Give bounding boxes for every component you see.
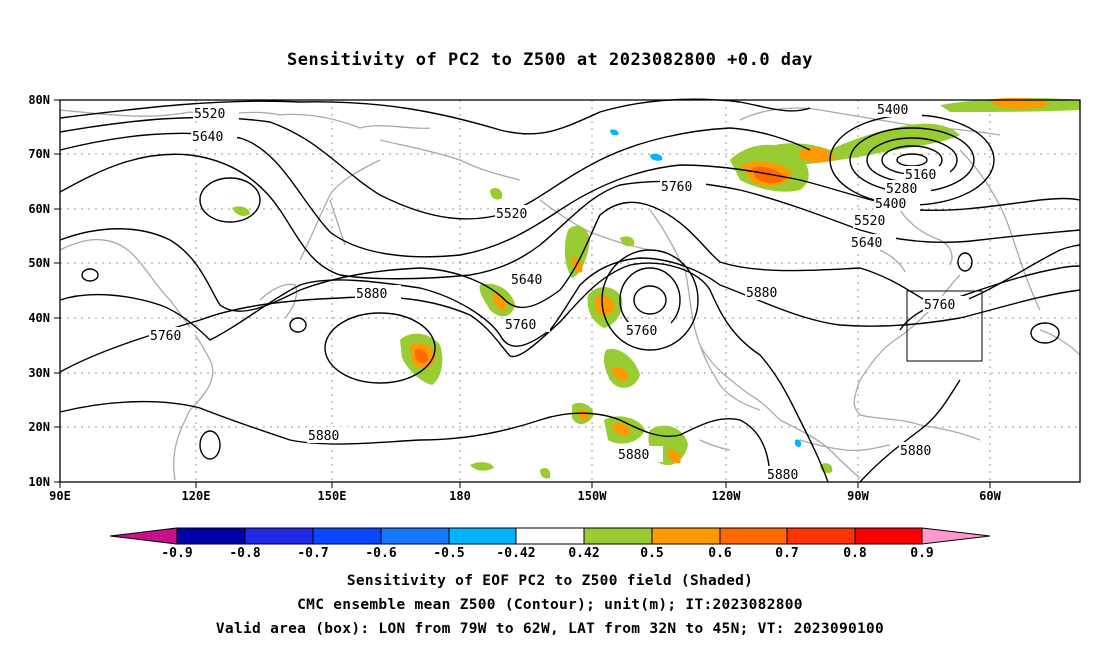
- colorbar-cell: [854, 527, 923, 545]
- colorbar-cell: [380, 527, 450, 545]
- contour-label: 5760: [505, 318, 536, 333]
- contour-label: 5400: [875, 197, 906, 212]
- lon-tick-label: 120W: [712, 489, 742, 503]
- lat-tick-label: 60N: [28, 202, 50, 216]
- lat-tick-label: 20N: [28, 420, 50, 434]
- colorbar-cell: [651, 527, 721, 545]
- contour-label: 5880: [767, 468, 798, 483]
- map-frame: [59, 99, 1081, 483]
- colorbar-label: -0.6: [365, 546, 396, 561]
- lon-tick-label: 180: [449, 489, 471, 503]
- colorbar-label: -0.5: [433, 546, 464, 561]
- contour-label: 5640: [192, 130, 223, 145]
- colorbar-label: 0.42: [568, 546, 599, 561]
- colorbar-cell: [176, 527, 246, 545]
- contour-label: 5640: [851, 236, 882, 251]
- colorbar-label: -0.9: [161, 546, 192, 561]
- colorbar-label: -0.42: [496, 546, 535, 561]
- lon-tick-label: 120E: [182, 489, 211, 503]
- lon-tick-label: 90E: [49, 489, 71, 503]
- contour-label: 5760: [150, 329, 181, 344]
- colorbar-label: 0.9: [910, 546, 933, 561]
- colorbar-label: -0.8: [229, 546, 260, 561]
- colorbar-cell: [448, 527, 517, 545]
- coastlines: [59, 107, 1081, 481]
- contour-label: 5520: [194, 107, 225, 122]
- contour-label: 5520: [496, 207, 527, 222]
- contour-label: 5400: [877, 103, 908, 118]
- lon-tick-label: 60W: [979, 489, 1001, 503]
- lat-tick-label: 70N: [28, 147, 50, 161]
- lon-tick-label: 150W: [578, 489, 608, 503]
- figure-title: Sensitivity of PC2 to Z500 at 2023082800…: [286, 50, 813, 70]
- caption-line-1: Sensitivity of EOF PC2 to Z500 field (Sh…: [346, 573, 754, 589]
- lon-tick-label: 150E: [318, 489, 347, 503]
- contour-label: 5760: [661, 180, 692, 195]
- contour-label: 5880: [308, 429, 339, 444]
- colorbar-label: 0.6: [708, 546, 732, 561]
- colorbar-cell: [921, 527, 991, 545]
- contour-label: 5160: [905, 168, 936, 183]
- lon-tick-label: 90W: [847, 489, 869, 503]
- contour-label: 5880: [618, 448, 649, 463]
- colorbar-label: -0.7: [297, 546, 328, 561]
- colorbar-cell: [719, 527, 788, 545]
- contour-label: 5880: [356, 287, 387, 302]
- z500-contours: [59, 98, 1081, 483]
- contour-label: 5640: [511, 273, 542, 288]
- valid-area-box: [906, 290, 983, 362]
- caption-line-3: Valid area (box): LON from 79W to 62W, L…: [215, 621, 885, 637]
- contour-label: 5760: [924, 298, 955, 313]
- contour-label: 5880: [900, 444, 931, 459]
- contour-label: 5880: [746, 286, 777, 301]
- lat-tick-label: 50N: [28, 256, 50, 270]
- colorbar-label: 0.5: [640, 546, 663, 561]
- colorbar: [109, 527, 991, 545]
- colorbar-cell: [109, 527, 178, 545]
- colorbar-cell: [786, 527, 856, 545]
- colorbar-cell: [583, 527, 653, 545]
- lat-tick-label: 80N: [28, 93, 50, 107]
- caption-line-2: CMC ensemble mean Z500 (Contour); unit(m…: [297, 597, 803, 613]
- colorbar-cell: [312, 527, 382, 545]
- lat-tick-label: 40N: [28, 311, 50, 325]
- lat-tick-label: 10N: [28, 475, 50, 489]
- contour-label: 5520: [854, 214, 885, 229]
- map-grid: [60, 100, 1080, 482]
- contour-label: 5280: [886, 182, 917, 197]
- lat-tick-label: 30N: [28, 366, 50, 380]
- contour-label: 5760: [626, 324, 657, 339]
- colorbar-cell: [244, 527, 314, 545]
- colorbar-label: 0.7: [775, 546, 798, 561]
- colorbar-label: 0.8: [843, 546, 867, 561]
- contour-labels: 5520 5640 5760 5880 5520 5640 5760 5880 …: [149, 101, 969, 483]
- colorbar-cell: [515, 527, 585, 545]
